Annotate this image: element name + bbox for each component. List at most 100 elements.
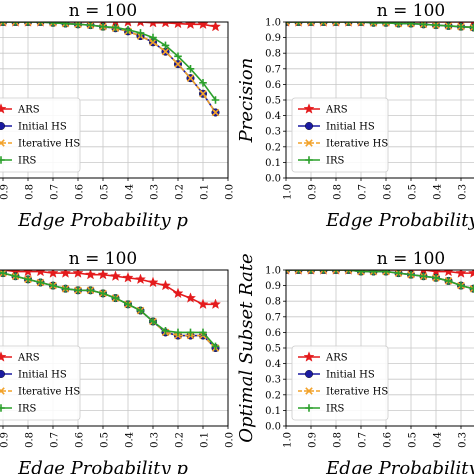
data-point	[199, 89, 207, 98]
data-point	[160, 279, 171, 291]
x-tick-label: 0.8	[25, 184, 36, 200]
series-irs	[0, 22, 220, 104]
data-point	[86, 22, 95, 29]
legend-marker	[305, 156, 313, 164]
data-point	[344, 270, 353, 274]
data-point	[369, 22, 378, 27]
x-tick-label: 0.3	[150, 184, 161, 200]
data-point	[61, 22, 70, 28]
data-point	[457, 22, 465, 31]
data-point	[0, 22, 7, 26]
series-line	[0, 270, 216, 306]
legend-label: Initial HS	[326, 370, 375, 381]
data-point	[111, 23, 120, 32]
data-point	[0, 22, 7, 26]
chart-panel-4: 1.00.90.80.70.60.50.40.30.20.10.00.00.10…	[236, 249, 474, 474]
data-point	[211, 108, 220, 117]
legend-box	[0, 97, 81, 173]
legend-marker	[305, 404, 313, 412]
data-point	[286, 270, 290, 274]
data-point	[332, 22, 340, 26]
x-tick-label: 0.6	[75, 184, 86, 200]
x-tick-label: 0.7	[50, 432, 61, 448]
legend-label: Initial HS	[18, 370, 67, 381]
legend: ARS Initial HS Iterative HS IRS	[291, 345, 389, 421]
legend-marker	[0, 404, 5, 412]
x-tick-label: 0.3	[458, 184, 469, 200]
x-tick-label: 0.7	[358, 184, 369, 200]
data-point	[11, 22, 20, 26]
data-point	[36, 22, 45, 26]
legend-label: Iterative HS	[326, 139, 388, 150]
series-line	[0, 271, 217, 349]
y-tick-label: 0.1	[265, 406, 281, 417]
legend-label: ARS	[17, 105, 40, 116]
data-point	[124, 26, 132, 34]
data-point	[185, 292, 196, 303]
data-point	[47, 270, 59, 278]
legend-marker	[0, 103, 7, 114]
data-point	[174, 52, 182, 61]
data-point	[197, 298, 209, 309]
legend-marker	[0, 351, 7, 362]
y-tick-label: 0.9	[265, 281, 281, 292]
legend-marker	[305, 370, 314, 379]
chart-panel-1: 1.00.90.80.70.60.50.40.30.20.10.0n = 100…	[0, 1, 236, 231]
legend-label: Iterative HS	[18, 139, 80, 150]
data-point	[135, 273, 146, 285]
legend-marker	[0, 156, 5, 164]
data-point	[99, 289, 107, 298]
data-point	[307, 22, 315, 26]
series-irs	[286, 270, 474, 293]
data-point	[319, 22, 328, 26]
data-point	[382, 270, 390, 276]
legend-label: IRS	[326, 156, 344, 167]
data-point	[210, 22, 221, 32]
data-point	[344, 22, 353, 26]
legend-marker	[305, 387, 313, 395]
data-point	[332, 270, 340, 274]
data-point	[394, 22, 403, 28]
legend-label: ARS	[17, 353, 40, 364]
data-point	[432, 274, 440, 282]
data-point	[74, 22, 82, 29]
legend: ARS Initial HS Iterative HS IRS	[291, 97, 389, 173]
data-point	[457, 281, 465, 290]
legend-box	[291, 97, 389, 173]
data-point	[186, 328, 195, 337]
chart-title: n = 100	[69, 1, 137, 21]
legend-entry-initial-hs: Initial HS	[0, 122, 67, 133]
series-iterative-hs	[0, 270, 220, 352]
y-tick-label: 0.9	[265, 33, 281, 44]
legend-marker	[0, 122, 5, 130]
legend-label: Iterative HS	[18, 387, 80, 398]
series-initial-hs	[0, 270, 220, 353]
data-point	[407, 270, 415, 279]
legend-label: Iterative HS	[326, 387, 388, 398]
x-tick-label: 0.4	[433, 184, 444, 200]
series-group	[0, 270, 221, 353]
x-tick-label: 0.8	[333, 432, 344, 448]
y-tick-label: 1.0	[265, 18, 281, 29]
y-axis-label: Precision	[236, 58, 257, 144]
data-point	[122, 272, 134, 283]
data-point	[148, 22, 158, 28]
x-tick-label: 0.4	[125, 184, 136, 200]
data-point	[36, 278, 45, 287]
data-point	[161, 41, 170, 50]
data-point	[24, 275, 32, 284]
x-tick-label: 0.5	[100, 184, 111, 200]
data-point	[332, 270, 340, 274]
data-point	[357, 22, 365, 26]
series-irs	[0, 270, 220, 351]
x-axis-label: Edge Probability p	[325, 458, 474, 474]
x-tick-label: 0.5	[408, 432, 419, 448]
y-tick-label: 0.5	[265, 96, 281, 107]
data-point	[369, 270, 378, 276]
legend-entry-iterative-hs: Iterative HS	[0, 387, 80, 398]
legend-label: IRS	[18, 156, 36, 167]
y-tick-label: 0.4	[265, 359, 281, 370]
legend-marker	[305, 121, 314, 130]
x-tick-label: 0.2	[175, 432, 186, 448]
